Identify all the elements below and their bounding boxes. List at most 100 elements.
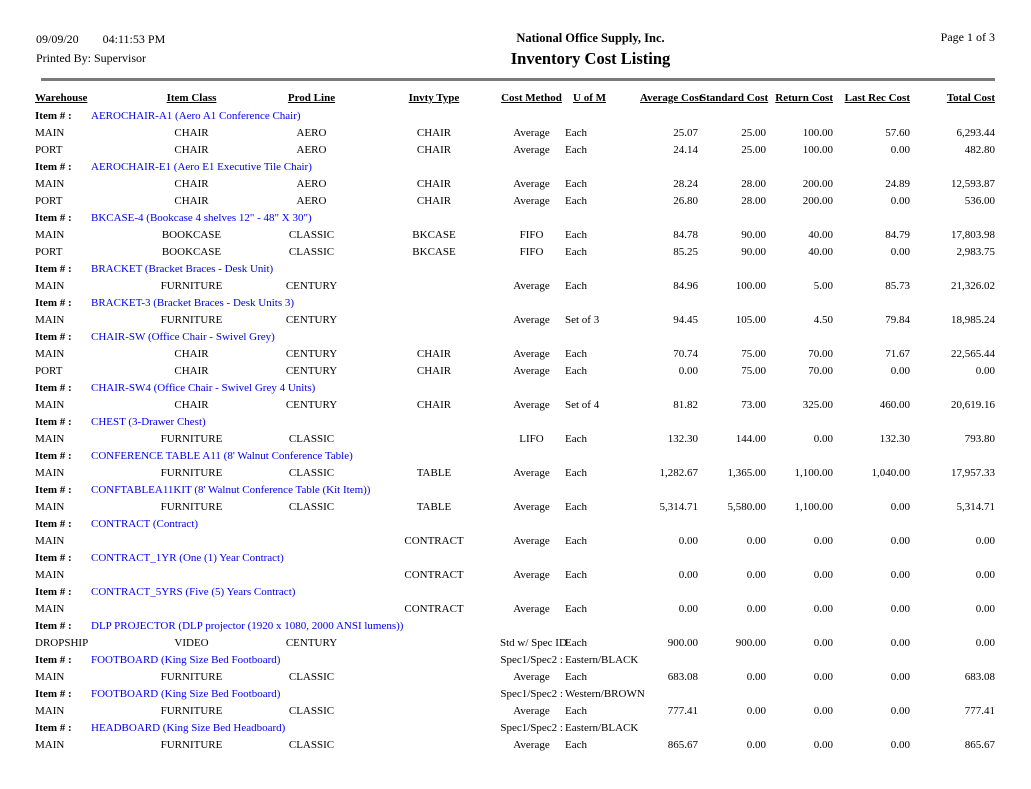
warehouse-cell: MAIN: [35, 500, 65, 513]
report-body: Item # : AEROCHAIR-A1 (Aero A1 Conference…: [34, 107, 996, 753]
detail-row: MAIN CHAIR AERO CHAIR Average Each 28.24 28.00 2…: [34, 175, 996, 192]
invty-type-cell: [369, 702, 499, 719]
invty-type-cell: [369, 277, 499, 294]
item-class-cell: FURNITURE: [160, 313, 223, 326]
detail-row: MAIN CONTRACT Average Each 0.00 0.00 0.00 0.00 0…: [34, 566, 996, 583]
return-cost-cell: 70.00: [808, 347, 833, 360]
total-cost-cell: 17,957.33: [951, 466, 995, 479]
prod-line-cell: [254, 566, 369, 583]
warehouse-cell: MAIN: [35, 738, 65, 751]
item-number-label: Item # :: [35, 585, 72, 598]
total-cost-cell: 0.00: [975, 568, 995, 581]
warehouse-cell: MAIN: [35, 126, 65, 139]
spec-value: [564, 328, 996, 345]
average-cost-cell: 84.78: [673, 228, 698, 241]
item-description: BKCASE-4 (Bookcase 4 shelves 12" - 48" X…: [91, 211, 312, 224]
uom-cell: Each: [565, 466, 587, 479]
spec-label: [499, 413, 564, 430]
print-info: 09/09/20 04:11:53 PM Printed By: Supervis…: [36, 30, 336, 68]
last-rec-cost-cell: 132.30: [879, 432, 910, 445]
uom-cell: Each: [565, 738, 587, 751]
spec-value: [564, 447, 996, 464]
detail-row: MAIN FURNITURE CLASSIC LIFO Each 132.30 144.00…: [34, 430, 996, 447]
uom-cell: Each: [565, 177, 587, 190]
item-header-row: Item # : DLP PROJECTOR (DLP projector (19…: [34, 617, 996, 634]
detail-row: MAIN FURNITURE CLASSIC Average Each 683.08 0.0…: [34, 668, 996, 685]
return-cost-cell: 0.00: [813, 636, 833, 649]
warehouse-cell: MAIN: [35, 432, 65, 445]
item-description: CHAIR-SW4 (Office Chair - Swivel Grey 4 …: [91, 381, 316, 394]
item-header-row: Item # : BKCASE-4 (Bookcase 4 shelves 12"…: [34, 209, 996, 226]
return-cost-cell: 0.00: [813, 568, 833, 581]
item-description: BRACKET-3 (Bracket Braces - Desk Units 3…: [91, 296, 295, 309]
standard-cost-cell: 75.00: [741, 347, 766, 360]
spec-label: [499, 617, 564, 634]
item-class-cell: BOOKCASE: [161, 245, 222, 258]
spec-label: [499, 549, 564, 566]
uom-cell: Each: [565, 364, 587, 377]
item-description: FOOTBOARD (King Size Bed Footboard): [91, 653, 281, 666]
col-header-uom: U of M: [573, 92, 606, 104]
return-cost-cell: 5.00: [813, 279, 833, 292]
col-header-prod-line: Prod Line: [287, 92, 336, 104]
item-cell: Item # : CHAIR-SW (Office Chair - Swivel …: [34, 328, 499, 345]
item-class-cell: BOOKCASE: [161, 228, 222, 241]
return-cost-cell: 325.00: [802, 398, 833, 411]
spec-label: [499, 209, 564, 226]
prod-line-cell: CENTURY: [285, 398, 338, 411]
col-header-total-cost: Total Cost: [946, 92, 995, 104]
average-cost-cell: 28.24: [673, 177, 698, 190]
uom-cell: Each: [565, 432, 587, 445]
total-cost-cell: 5,314.71: [956, 500, 996, 513]
spec-value: Western/BROWN: [565, 687, 645, 700]
last-rec-cost-cell: 0.00: [890, 670, 910, 683]
warehouse-cell: MAIN: [35, 602, 65, 615]
total-cost-cell: 683.08: [964, 670, 995, 683]
cost-method-cell: Average: [513, 534, 550, 547]
standard-cost-cell: 105.00: [735, 313, 766, 326]
spec-label: [499, 447, 564, 464]
item-description: CONTRACT_5YRS (Five (5) Years Contract): [91, 585, 296, 598]
item-number-label: Item # :: [35, 721, 72, 734]
spec-label: [499, 379, 564, 396]
invty-type-cell: CHAIR: [416, 143, 452, 156]
total-cost-cell: 865.67: [964, 738, 995, 751]
item-description: CHAIR-SW (Office Chair - Swivel Grey): [91, 330, 275, 343]
spec-label: [499, 107, 564, 124]
prod-line-cell: CENTURY: [285, 279, 338, 292]
prod-line-cell: CLASSIC: [288, 466, 335, 479]
total-cost-cell: 21,326.02: [951, 279, 995, 292]
standard-cost-cell: 75.00: [741, 364, 766, 377]
item-number-label: Item # :: [35, 330, 72, 343]
warehouse-cell: MAIN: [35, 568, 65, 581]
return-cost-cell: 40.00: [808, 245, 833, 258]
cost-method-cell: Average: [513, 500, 550, 513]
cost-method-cell: Average: [513, 126, 550, 139]
total-cost-cell: 0.00: [975, 602, 995, 615]
col-header-warehouse: Warehouse: [35, 92, 88, 104]
uom-cell: Each: [565, 143, 587, 156]
item-cell: Item # : CONTRACT (Contract): [34, 515, 499, 532]
prod-line-cell: CLASSIC: [288, 500, 335, 513]
item-header-row: Item # : FOOTBOARD (King Size Bed Footboa…: [34, 685, 996, 702]
cost-method-cell: Average: [513, 466, 550, 479]
item-number-label: Item # :: [35, 381, 72, 394]
item-class-cell: FURNITURE: [160, 738, 223, 751]
detail-row: PORT CHAIR AERO CHAIR Average Each 26.80 28.00 2…: [34, 192, 996, 209]
col-header-cost-method: Cost Method: [501, 92, 562, 104]
invty-type-cell: [369, 430, 499, 447]
item-class-cell: CHAIR: [174, 194, 209, 207]
return-cost-cell: 0.00: [813, 602, 833, 615]
return-cost-cell: 1,100.00: [794, 466, 834, 479]
invty-type-cell: [369, 668, 499, 685]
uom-cell: Each: [565, 670, 587, 683]
detail-row: MAIN FURNITURE CLASSIC TABLE Average Each 5,31…: [34, 498, 996, 515]
last-rec-cost-cell: 0.00: [890, 245, 910, 258]
warehouse-cell: MAIN: [35, 228, 65, 241]
detail-row: PORT CHAIR CENTURY CHAIR Average Each 0.00 75.0…: [34, 362, 996, 379]
last-rec-cost-cell: 85.73: [885, 279, 910, 292]
invty-type-cell: CONTRACT: [404, 602, 464, 615]
item-header-row: Item # : CONTRACT_1YR (One (1) Year Contr…: [34, 549, 996, 566]
item-cell: Item # : CONFERENCE TABLE A11 (8' Walnut …: [34, 447, 499, 464]
total-cost-cell: 0.00: [975, 636, 995, 649]
